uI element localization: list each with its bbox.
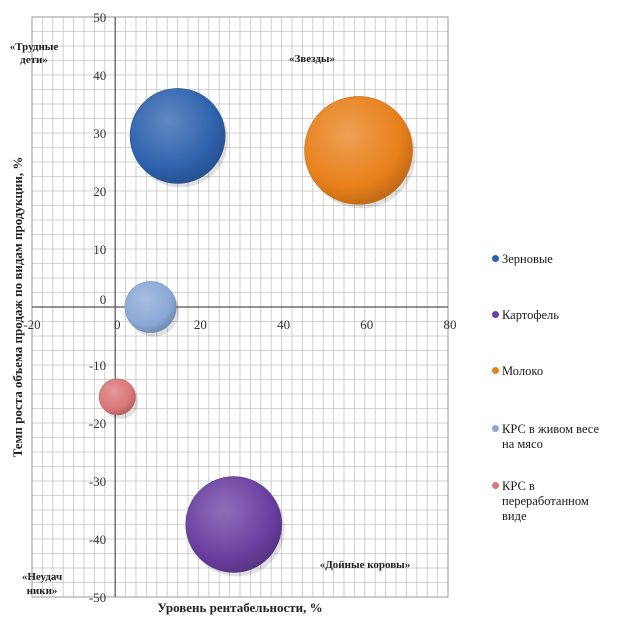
y-tick-label: -10	[89, 358, 106, 373]
quadrant-label-cash-cows: «Дойные коровы»	[320, 559, 411, 571]
legend-label: КРС в живом весе	[502, 422, 600, 436]
legend-marker	[492, 311, 499, 318]
legend-label: на мясо	[502, 437, 543, 451]
quadrant-label-losers: ники»	[27, 585, 58, 597]
legend-label: КРС в	[502, 479, 535, 493]
y-tick-label: -20	[89, 416, 106, 431]
bubble-point	[124, 281, 177, 333]
legend-label: Зерновые	[502, 252, 553, 266]
y-tick-label: 50	[93, 10, 106, 25]
y-axis-title: Темп роста объема продаж по видам продук…	[10, 157, 25, 458]
y-tick-label: 10	[93, 242, 106, 257]
x-tick-label: 60	[360, 317, 373, 332]
legend-label: виде	[502, 509, 527, 523]
legend-item: Картофель	[492, 308, 637, 323]
y-tick-label: -50	[89, 590, 106, 605]
quadrant-label-difficult-children: дети»	[20, 54, 48, 66]
legend-item: КРС в переработанном виде	[492, 479, 637, 524]
quadrant-label-difficult-children: «Трудные	[10, 41, 59, 53]
legend-item: Зерновые	[492, 252, 637, 267]
legend-marker	[492, 255, 499, 262]
y-tick-label: -40	[89, 532, 106, 547]
bubble-point	[129, 88, 226, 184]
x-tick-label: -20	[23, 317, 40, 332]
x-tick-label: 0	[114, 317, 121, 332]
legend-item: КРС в живом весе на мясо	[492, 422, 637, 452]
y-tick-label: -30	[89, 474, 106, 489]
bubble-point	[98, 378, 136, 416]
legend-label: Молоко	[502, 364, 544, 378]
x-tick-label: 40	[277, 317, 290, 332]
legend-marker	[492, 367, 499, 374]
y-tick-label: 40	[93, 68, 106, 83]
legend-item: Молоко	[492, 364, 637, 379]
x-tick-label: 20	[194, 317, 207, 332]
y-tick-label: 0	[100, 292, 107, 307]
legend-label: Картофель	[502, 308, 559, 322]
quadrant-label-losers: «Неудач	[22, 571, 62, 583]
y-tick-label: 20	[93, 184, 106, 199]
legend-marker	[492, 425, 499, 432]
legend-label: переработанном	[502, 494, 589, 508]
x-tick-label: 80	[444, 317, 457, 332]
x-axis-title: Уровень рентабельности, %	[157, 600, 322, 615]
legend-marker	[492, 482, 499, 489]
y-tick-label: 30	[93, 126, 106, 141]
bubble-point	[304, 96, 413, 205]
bubble-point	[185, 476, 283, 573]
quadrant-label-stars: «Звезды»	[289, 53, 335, 65]
